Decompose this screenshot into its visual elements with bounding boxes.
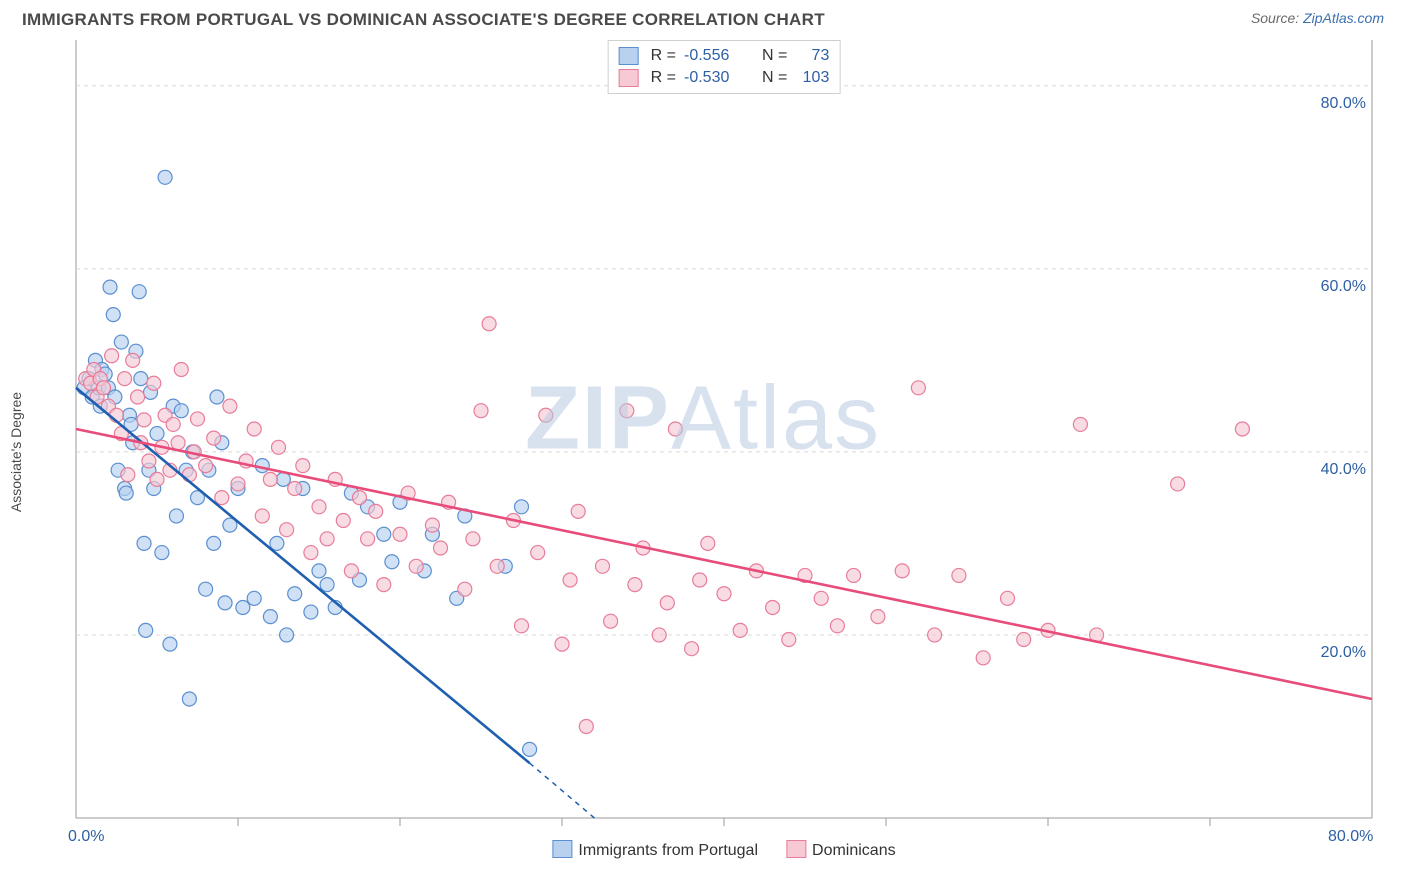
series-legend-item: Immigrants from Portugal <box>552 840 758 860</box>
corr-legend-row-dominicans: R = -0.530 N = 103 <box>619 67 830 89</box>
chart-area: Associate's Degree 20.0%40.0%60.0%80.0% … <box>22 40 1384 864</box>
n-label: N = <box>762 45 787 67</box>
r-value: -0.530 <box>684 67 744 89</box>
svg-text:60.0%: 60.0% <box>1321 278 1366 295</box>
series-legend: Immigrants from Portugal Dominicans <box>552 840 895 860</box>
svg-text:20.0%: 20.0% <box>1321 644 1366 661</box>
scatter-plot: 20.0% 40.0% 60.0% 80.0% <box>22 40 1382 848</box>
legend-swatch-icon <box>786 840 806 858</box>
corr-legend-row-portugal: R = -0.556 N = 73 <box>619 45 830 67</box>
chart-title: IMMIGRANTS FROM PORTUGAL VS DOMINICAN AS… <box>22 10 825 30</box>
source-credit: Source: ZipAtlas.com <box>1251 10 1384 26</box>
x-axis-min-label: 0.0% <box>68 828 104 846</box>
series-legend-item: Dominicans <box>786 840 896 860</box>
svg-text:80.0%: 80.0% <box>1321 95 1366 112</box>
series-legend-label: Immigrants from Portugal <box>578 842 758 859</box>
source-prefix: Source: <box>1251 10 1303 26</box>
n-value: 103 <box>795 67 829 89</box>
r-value: -0.556 <box>684 45 744 67</box>
x-axis-max-label: 80.0% <box>1328 828 1373 846</box>
legend-swatch-icon <box>619 47 639 65</box>
legend-swatch-icon <box>552 840 572 858</box>
y-axis-label: Associate's Degree <box>8 392 24 512</box>
r-label: R = <box>651 45 676 67</box>
header: IMMIGRANTS FROM PORTUGAL VS DOMINICAN AS… <box>0 0 1406 34</box>
legend-swatch-icon <box>619 69 639 87</box>
svg-text:40.0%: 40.0% <box>1321 461 1366 478</box>
series-legend-label: Dominicans <box>812 842 896 859</box>
n-value: 73 <box>795 45 829 67</box>
n-label: N = <box>762 67 787 89</box>
r-label: R = <box>651 67 676 89</box>
correlation-legend: R = -0.556 N = 73 R = -0.530 N = 103 <box>608 40 841 94</box>
source-link[interactable]: ZipAtlas.com <box>1303 10 1384 26</box>
